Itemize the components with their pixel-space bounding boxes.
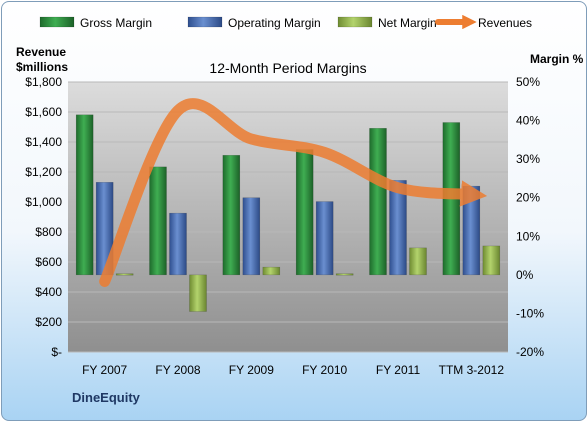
bar-net-margin — [409, 247, 427, 276]
bar-operating-margin — [242, 197, 261, 276]
left-tick-label: $600 — [35, 255, 62, 269]
legend-label: Gross Margin — [80, 16, 152, 30]
bar-net-margin — [335, 273, 354, 276]
bar-net-margin — [115, 273, 134, 276]
bar-gross-margin — [149, 166, 167, 276]
bar-operating-margin — [169, 212, 187, 276]
right-tick-label: -20% — [516, 345, 544, 359]
right-tick-label: 50% — [516, 75, 540, 89]
right-tick-label: 10% — [516, 229, 540, 243]
bar-gross-margin — [369, 128, 387, 276]
right-tick-label: 30% — [516, 152, 540, 166]
legend-label: Operating Margin — [228, 16, 321, 30]
x-tick-label: FY 2011 — [376, 363, 421, 377]
legend-swatch-gross-margin — [39, 16, 75, 28]
chart-title: 12-Month Period Margins — [209, 60, 366, 76]
right-tick-label: -10% — [516, 306, 544, 320]
legend-swatch-net-margin — [337, 16, 373, 28]
legend-label: Net Margin — [378, 16, 437, 30]
plot-area — [68, 82, 508, 352]
left-tick-label: $1,600 — [25, 105, 62, 119]
company-name: DineEquity — [72, 390, 140, 405]
bar-gross-margin — [222, 155, 241, 276]
x-tick-label: FY 2007 — [82, 363, 127, 377]
left-tick-label: $800 — [35, 225, 62, 239]
right-tick-label: 0% — [516, 268, 534, 282]
right-axis-title: Margin % — [530, 52, 584, 66]
left-axis-title: Revenue — [16, 45, 66, 59]
left-tick-label: $1,000 — [25, 195, 62, 209]
left-tick-label: $400 — [35, 285, 62, 299]
right-tick-label: 40% — [516, 114, 540, 128]
left-tick-label: $1,200 — [25, 165, 62, 179]
x-tick-label: FY 2008 — [155, 363, 200, 377]
bar-gross-margin — [75, 114, 94, 276]
revenues-line — [99, 98, 488, 287]
left-tick-label: $1,400 — [25, 135, 62, 149]
bar-operating-margin — [315, 201, 334, 276]
bar-gross-margin — [295, 149, 314, 276]
left-tick-label: $200 — [35, 315, 62, 329]
legend-swatch-operating-margin — [187, 16, 223, 28]
left-tick-label: $- — [51, 345, 62, 359]
bar-net-margin — [482, 245, 501, 276]
left-tick-label: $1,800 — [25, 75, 62, 89]
x-tick-label: TTM 3-2012 — [439, 363, 505, 377]
x-tick-label: FY 2010 — [302, 363, 347, 377]
legend-label: Revenues — [478, 16, 532, 30]
bar-operating-margin — [389, 180, 407, 276]
x-tick-label: FY 2009 — [229, 363, 274, 377]
bar-net-margin — [189, 274, 207, 312]
left-axis-title-units: $millions — [16, 60, 68, 74]
bar-net-margin — [262, 266, 281, 276]
right-tick-label: 20% — [516, 191, 540, 205]
